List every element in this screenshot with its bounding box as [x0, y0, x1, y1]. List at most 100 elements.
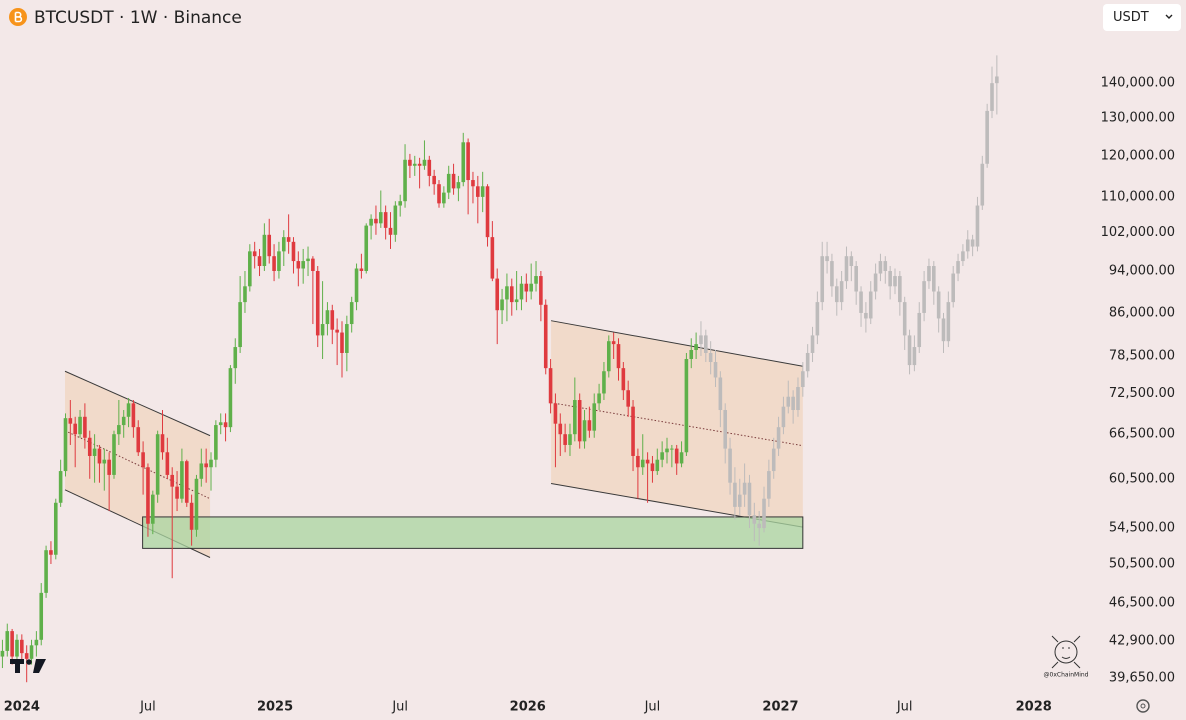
settings-icon[interactable]	[1136, 699, 1150, 713]
candle-body	[126, 403, 131, 417]
candle-body	[476, 186, 480, 197]
candle-body	[335, 329, 339, 333]
candle-body	[398, 201, 403, 206]
candle-body	[791, 396, 795, 411]
candle-body	[209, 459, 213, 468]
candle-body	[898, 276, 902, 303]
candle-body	[728, 448, 732, 483]
y-tick-label: 120,000.00	[1101, 148, 1175, 163]
candle-body	[277, 251, 281, 272]
channel-fill	[551, 320, 803, 528]
candle-body	[577, 400, 582, 442]
candle-body	[480, 186, 485, 197]
candle-body	[131, 403, 136, 428]
candle-body	[878, 261, 883, 274]
candle-body	[117, 425, 121, 435]
channel-upper	[550, 320, 803, 367]
y-tick-label: 54,500.00	[1109, 521, 1175, 536]
y-tick-label: 140,000.00	[1101, 76, 1175, 91]
candle-body	[674, 448, 679, 464]
candle-body	[961, 251, 965, 262]
candle-body	[514, 299, 519, 303]
candle-body	[170, 474, 175, 487]
x-tick-label: 2025	[257, 700, 293, 715]
candle-body	[403, 159, 407, 202]
candle-body	[864, 312, 868, 319]
candle-body	[543, 304, 548, 369]
candle-body	[155, 434, 160, 495]
candle-body	[859, 291, 863, 313]
candle-body	[311, 258, 315, 272]
candle-body	[912, 347, 917, 366]
candle-body	[587, 420, 592, 431]
x-tick-label: Jul	[391, 700, 408, 715]
candle-body	[15, 639, 19, 657]
candle-body	[694, 344, 698, 351]
candle-body	[461, 142, 466, 183]
candle-body	[519, 283, 524, 300]
candle-body	[902, 302, 907, 336]
currency-select[interactable]: USDT	[1103, 4, 1181, 31]
candle-body	[112, 434, 116, 475]
candle-body	[810, 335, 815, 353]
candle-body	[505, 286, 509, 300]
candle-body	[699, 335, 703, 345]
candle-body	[383, 212, 388, 228]
x-tick-label: Jul	[896, 700, 913, 715]
candle-body	[941, 318, 946, 342]
candle-body	[408, 159, 412, 166]
candle-body	[660, 452, 664, 460]
candle-body	[592, 403, 597, 431]
x-tick-label: Jul	[139, 700, 156, 715]
candle-body	[485, 186, 490, 238]
tv-logo	[10, 659, 46, 673]
candle-body	[345, 324, 349, 353]
candle-body	[92, 448, 97, 456]
candle-body	[573, 400, 577, 435]
y-tick-label: 60,500.00	[1109, 471, 1175, 486]
x-tick-label: 2027	[762, 700, 798, 715]
candle-body	[500, 299, 504, 311]
currency-label: USDT	[1113, 10, 1149, 25]
candle-body	[815, 302, 820, 336]
candle-body	[218, 422, 223, 426]
candle-body	[733, 482, 737, 507]
candle-body	[427, 159, 432, 176]
y-tick-label: 130,000.00	[1101, 111, 1175, 126]
candle-body	[767, 471, 771, 499]
candle-body	[757, 523, 761, 529]
candle-body	[257, 256, 262, 267]
candle-body	[679, 452, 684, 464]
candle-body	[956, 261, 960, 274]
y-tick-label: 39,650.00	[1109, 671, 1175, 686]
candle-body	[63, 418, 68, 472]
candle-body	[825, 256, 829, 262]
candle-body	[495, 278, 500, 311]
candle-body	[291, 241, 296, 262]
candle-body	[165, 452, 170, 475]
candle-body	[412, 163, 417, 166]
candle-body	[742, 482, 747, 495]
candle-body	[689, 350, 694, 359]
candle-body	[640, 459, 645, 468]
candle-body	[442, 192, 446, 204]
candle-body	[718, 377, 723, 411]
chart-title: BTCUSDT · 1W · Binance	[34, 8, 242, 28]
candle-body	[354, 268, 359, 303]
candle-body	[146, 467, 150, 524]
candle-body	[243, 286, 247, 303]
candle-body	[670, 448, 674, 450]
y-tick-label: 94,000.00	[1109, 264, 1175, 279]
candle-body	[995, 76, 999, 84]
candle-body	[29, 645, 34, 659]
candle-body	[888, 271, 892, 287]
candle-body	[539, 276, 543, 305]
candle-body	[611, 341, 616, 345]
candle-body	[437, 184, 441, 204]
candle-body	[68, 418, 73, 424]
candle-body	[417, 163, 422, 166]
candle-body	[771, 448, 776, 472]
candle-body	[965, 239, 970, 252]
candle-body	[44, 550, 48, 593]
